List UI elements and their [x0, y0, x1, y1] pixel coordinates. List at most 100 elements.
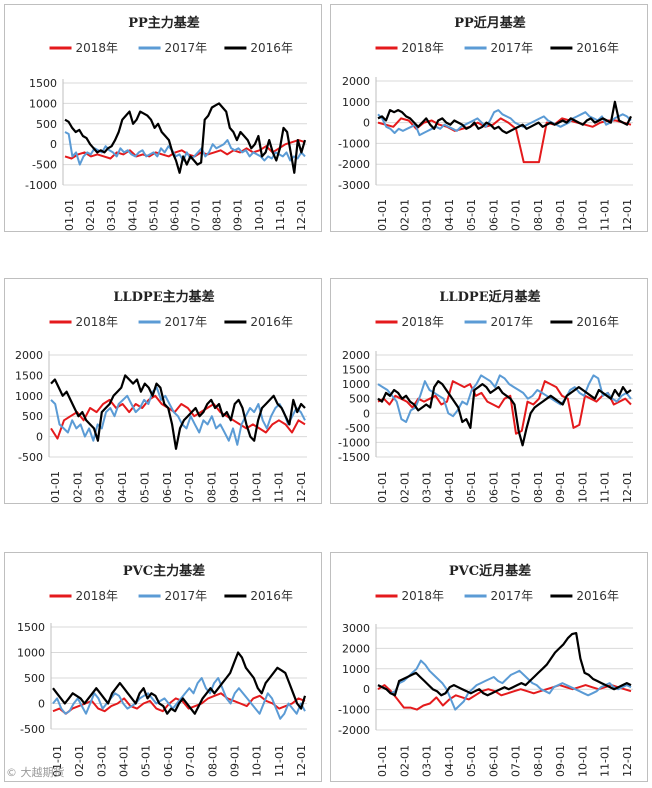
- x-tick-label: 10-01: [250, 471, 263, 503]
- legend-label: 2017年: [491, 315, 534, 329]
- x-tick-label: 03-01: [421, 745, 434, 777]
- x-tick-label: 03-01: [95, 745, 108, 777]
- y-tick-label: -1000: [25, 179, 57, 192]
- chart-title: PP近月基差: [454, 15, 526, 31]
- chart-panel-2: PP近月基差 2018年 2017年 2016年 -3000 -2000 -1000 0 100…: [330, 4, 648, 232]
- legend-label: 2016年: [250, 589, 293, 603]
- legend-item-2018年: 2018年: [375, 589, 445, 603]
- legend-item-2016年: 2016年: [224, 589, 293, 603]
- x-tick-label: 02-01: [71, 471, 84, 503]
- y-tick-label: 1000: [29, 97, 57, 110]
- y-tick-label: 1500: [17, 621, 45, 634]
- chart-svg: PVC主力基差 2018年 2017年 2016年 -500 0 500 1000 1500 01…: [17, 563, 308, 777]
- y-tick-label: 1500: [342, 364, 370, 377]
- y-tick-label: 500: [22, 410, 43, 423]
- legend-item-2018年: 2018年: [49, 315, 118, 329]
- series-line-2017年: [377, 374, 632, 423]
- x-tick-label: 12-01: [295, 199, 308, 231]
- x-tick-label: 05-01: [465, 745, 478, 777]
- y-tick-label: 500: [349, 393, 370, 406]
- y-tick-label: 2000: [342, 642, 370, 655]
- y-tick-label: 2000: [342, 349, 370, 362]
- y-tick-label: 1500: [15, 369, 43, 382]
- x-tick-label: 07-01: [184, 745, 197, 777]
- legend-item-2016年: 2016年: [224, 41, 293, 55]
- x-tick-label: 06-01: [162, 745, 175, 777]
- x-tick-label: 11-01: [599, 745, 612, 777]
- legend-label: 2016年: [250, 41, 293, 55]
- y-tick-label: 0: [36, 431, 43, 444]
- chart-panel-1: PP主力基差 2018年 2017年 2016年 -1000 -500 0 500 1000 15…: [4, 4, 322, 232]
- chart-title: LLDPE近月基差: [439, 289, 540, 305]
- chart-svg: PP近月基差 2018年 2017年 2016年 -3000 -2000 -1000 0 100…: [338, 15, 634, 231]
- x-tick-label: 12-01: [621, 745, 634, 777]
- legend-label: 2018年: [76, 41, 119, 55]
- y-tick-label: -1000: [338, 436, 370, 449]
- chart-panel-4: LLDPE近月基差 2018年 2017年 2016年 -1500 -1000 -500 0 5…: [330, 278, 648, 504]
- x-tick-label: 11-01: [599, 199, 612, 231]
- x-tick-label: 11-01: [273, 471, 286, 503]
- legend-label: 2016年: [576, 41, 619, 55]
- legend-item-2017年: 2017年: [138, 315, 207, 329]
- y-tick-label: 500: [36, 118, 57, 131]
- y-tick-label: 1000: [15, 390, 43, 403]
- legend-item-2017年: 2017年: [138, 41, 207, 55]
- x-tick-label: 09-01: [228, 471, 241, 503]
- x-tick-label: 09-01: [554, 199, 567, 231]
- chart-svg: PVC近月基差 2018年 2017年 2016年 -2000 -1000 0 1000 200…: [338, 563, 634, 777]
- x-tick-label: 03-01: [421, 471, 434, 503]
- x-tick-label: 05-01: [140, 745, 153, 777]
- x-tick-label: 03-01: [421, 199, 434, 231]
- y-tick-label: -2000: [338, 158, 370, 171]
- x-tick-label: 09-01: [554, 471, 567, 503]
- series-line-2016年: [52, 651, 307, 715]
- legend-item-2017年: 2017年: [138, 589, 207, 603]
- x-tick-label: 05-01: [138, 471, 151, 503]
- y-tick-label: 0: [363, 407, 370, 420]
- y-tick-label: 0: [50, 138, 57, 151]
- x-tick-label: 06-01: [161, 471, 174, 503]
- y-tick-label: 500: [24, 672, 45, 685]
- x-tick-label: 07-01: [510, 199, 523, 231]
- y-tick-label: -3000: [338, 179, 370, 192]
- chart-panel-5: PVC主力基差 2018年 2017年 2016年 -500 0 500 1000 1500 01…: [4, 552, 322, 782]
- y-tick-label: 3000: [342, 622, 370, 635]
- x-tick-label: 07-01: [510, 745, 523, 777]
- x-tick-label: 07-01: [190, 199, 203, 231]
- legend-label: 2018年: [402, 589, 445, 603]
- legend-label: 2016年: [576, 589, 619, 603]
- series-line-2018年: [50, 394, 306, 440]
- chart-title: LLDPE主力基差: [113, 289, 214, 305]
- chart-svg: PP主力基差 2018年 2017年 2016年 -1000 -500 0 500 1000 15…: [25, 15, 308, 231]
- x-tick-label: 02-01: [398, 471, 411, 503]
- chart-svg: LLDPE主力基差 2018年 2017年 2016年 -500 0 500 1000 1500…: [15, 289, 308, 503]
- x-tick-label: 01-01: [63, 199, 76, 231]
- y-tick-label: -500: [18, 451, 43, 464]
- legend-item-2017年: 2017年: [464, 41, 533, 55]
- y-tick-label: -2000: [338, 724, 370, 737]
- legend-item-2017年: 2017年: [464, 589, 533, 603]
- x-tick-label: 04-01: [443, 199, 456, 231]
- y-tick-label: -500: [20, 723, 45, 736]
- x-tick-label: 08-01: [532, 199, 545, 231]
- legend-item-2016年: 2016年: [224, 315, 293, 329]
- series-line-2017年: [377, 659, 632, 711]
- x-tick-label: 10-01: [251, 745, 264, 777]
- y-tick-label: -1000: [338, 704, 370, 717]
- x-tick-label: 08-01: [206, 471, 219, 503]
- y-tick-label: 1000: [342, 378, 370, 391]
- series-line-2016年: [64, 102, 307, 174]
- legend-label: 2016年: [576, 315, 619, 329]
- x-tick-label: 08-01: [206, 745, 219, 777]
- x-tick-label: 04-01: [443, 745, 456, 777]
- x-tick-label: 11-01: [274, 199, 287, 231]
- x-tick-label: 09-01: [554, 745, 567, 777]
- x-tick-label: 03-01: [105, 199, 118, 231]
- x-tick-label: 06-01: [168, 199, 181, 231]
- x-tick-label: 01-01: [376, 199, 389, 231]
- x-tick-label: 04-01: [118, 745, 131, 777]
- y-tick-label: 0: [363, 683, 370, 696]
- x-tick-label: 02-01: [398, 745, 411, 777]
- legend-item-2017年: 2017年: [464, 315, 534, 329]
- x-tick-label: 10-01: [253, 199, 266, 231]
